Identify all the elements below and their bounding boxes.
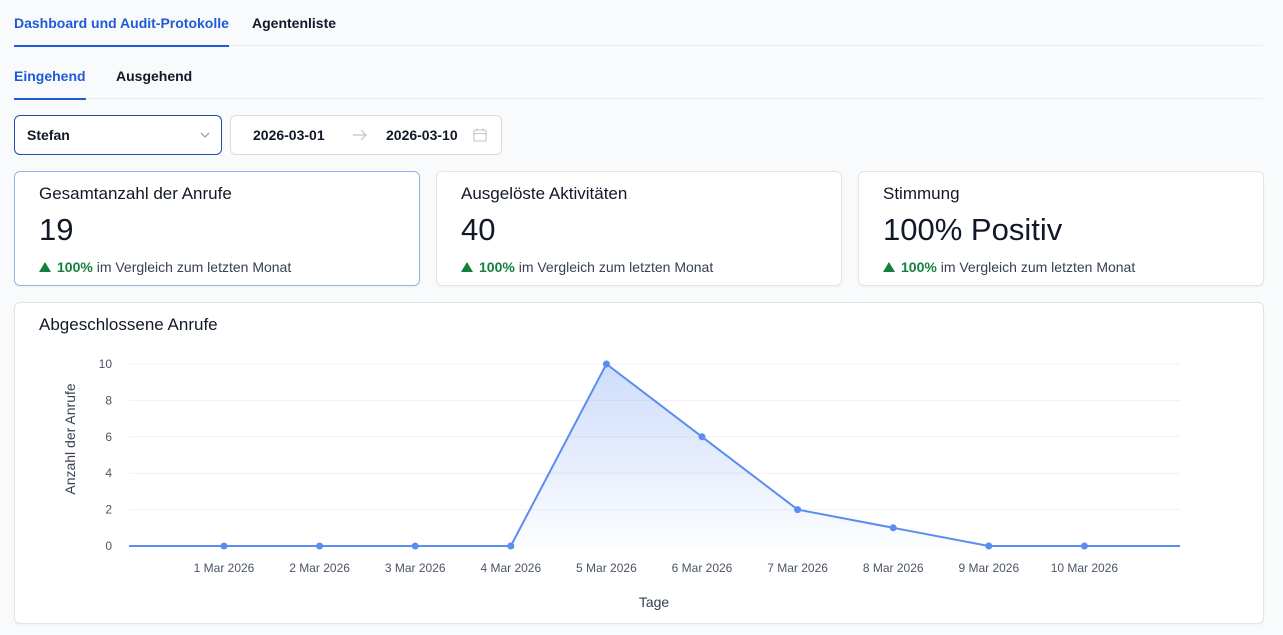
stat-title: Ausgelöste Aktivitäten bbox=[461, 184, 628, 203]
stat-change-text: im Vergleich zum letzten Monat bbox=[518, 259, 714, 275]
y-axis-label: Anzahl der Anrufe bbox=[62, 383, 78, 495]
stat-title: Gesamtanzahl der Anrufe bbox=[39, 184, 232, 203]
calendar-icon[interactable] bbox=[472, 127, 488, 143]
agent-select-value: Stefan bbox=[27, 127, 70, 143]
data-point[interactable] bbox=[507, 542, 515, 550]
y-tick-label: 0 bbox=[105, 539, 112, 553]
stat-change: 100% bbox=[57, 259, 93, 275]
direction-tabs: Eingehend Ausgehend bbox=[14, 53, 1263, 100]
data-point[interactable] bbox=[411, 542, 419, 550]
stat-card-activities[interactable]: Ausgelöste Aktivitäten 40 100% im Vergle… bbox=[436, 171, 842, 286]
tab-outgoing[interactable]: Ausgehend bbox=[116, 68, 193, 84]
stat-card-sentiment[interactable]: Stimmung 100% Positiv 100% im Vergleich … bbox=[858, 171, 1264, 286]
tab-incoming[interactable]: Eingehend bbox=[14, 53, 86, 100]
chevron-down-icon bbox=[200, 132, 210, 138]
x-tick-label: 7 Mar 2026 bbox=[767, 561, 828, 575]
x-tick-label: 10 Mar 2026 bbox=[1051, 561, 1119, 575]
data-point[interactable] bbox=[794, 506, 802, 514]
triangle-up-icon bbox=[39, 262, 51, 272]
stat-value: 40 bbox=[461, 212, 496, 247]
completed-calls-chart-card: Abgeschlossene Anrufe 0 2 4 6 8 10 1 Mar 2026… bbox=[14, 302, 1264, 624]
x-tick-label: 1 Mar 2026 bbox=[194, 561, 255, 575]
data-point[interactable] bbox=[602, 360, 610, 368]
stat-comparison: 100% im Vergleich zum letzten Monat bbox=[39, 259, 291, 275]
x-tick-label: 3 Mar 2026 bbox=[385, 561, 446, 575]
stat-change: 100% bbox=[479, 259, 515, 275]
stat-value: 19 bbox=[39, 212, 74, 247]
completed-calls-chart: 0 2 4 6 8 10 1 Mar 2026 2 Mar 2026 3 Mar 2026 4 … bbox=[62, 357, 1180, 610]
x-tick-label: 4 Mar 2026 bbox=[480, 561, 541, 575]
y-tick-label: 6 bbox=[105, 430, 112, 444]
stat-change: 100% bbox=[901, 259, 937, 275]
stat-comparison: 100% im Vergleich zum letzten Monat bbox=[461, 259, 713, 275]
tab-dashboard[interactable]: Dashboard und Audit-Protokolle bbox=[14, 0, 229, 47]
main-tabs: Dashboard und Audit-Protokolle Agentenli… bbox=[14, 0, 1263, 47]
y-tick-label: 4 bbox=[105, 466, 112, 480]
chart-area bbox=[129, 364, 1180, 546]
date-end-input[interactable]: 2026-03-10 bbox=[386, 127, 458, 143]
data-point[interactable] bbox=[985, 542, 993, 550]
x-tick-label: 8 Mar 2026 bbox=[863, 561, 924, 575]
arrow-right-icon bbox=[353, 129, 367, 141]
data-point[interactable] bbox=[220, 542, 228, 550]
tab-agent-list[interactable]: Agentenliste bbox=[252, 15, 337, 31]
x-tick-label: 5 Mar 2026 bbox=[576, 561, 637, 575]
y-tick-label: 10 bbox=[99, 357, 113, 371]
data-point[interactable] bbox=[698, 433, 706, 441]
x-tick-label: 9 Mar 2026 bbox=[958, 561, 1019, 575]
data-point[interactable] bbox=[316, 542, 324, 550]
triangle-up-icon bbox=[883, 262, 895, 272]
stat-card-total-calls[interactable]: Gesamtanzahl der Anrufe 19 100% im Vergl… bbox=[14, 171, 420, 286]
date-start-input[interactable]: 2026-03-01 bbox=[253, 127, 325, 143]
data-point[interactable] bbox=[889, 524, 897, 532]
chart-line bbox=[129, 362, 1180, 547]
stat-title: Stimmung bbox=[883, 184, 960, 203]
stat-value: 100% Positiv bbox=[883, 212, 1063, 247]
triangle-up-icon bbox=[461, 262, 473, 272]
data-point[interactable] bbox=[1080, 542, 1088, 550]
chart-title: Abgeschlossene Anrufe bbox=[39, 315, 218, 334]
x-tick-label: 2 Mar 2026 bbox=[289, 561, 350, 575]
x-tick-label: 6 Mar 2026 bbox=[672, 561, 733, 575]
x-axis-label: Tage bbox=[639, 594, 670, 610]
y-tick-label: 2 bbox=[105, 503, 112, 517]
y-tick-label: 8 bbox=[105, 393, 112, 407]
date-range-picker[interactable]: 2026-03-01 2026-03-10 bbox=[230, 115, 502, 155]
stat-change-text: im Vergleich zum letzten Monat bbox=[940, 259, 1136, 275]
agent-select[interactable]: Stefan bbox=[14, 115, 222, 155]
stat-comparison: 100% im Vergleich zum letzten Monat bbox=[883, 259, 1135, 275]
stat-change-text: im Vergleich zum letzten Monat bbox=[96, 259, 292, 275]
